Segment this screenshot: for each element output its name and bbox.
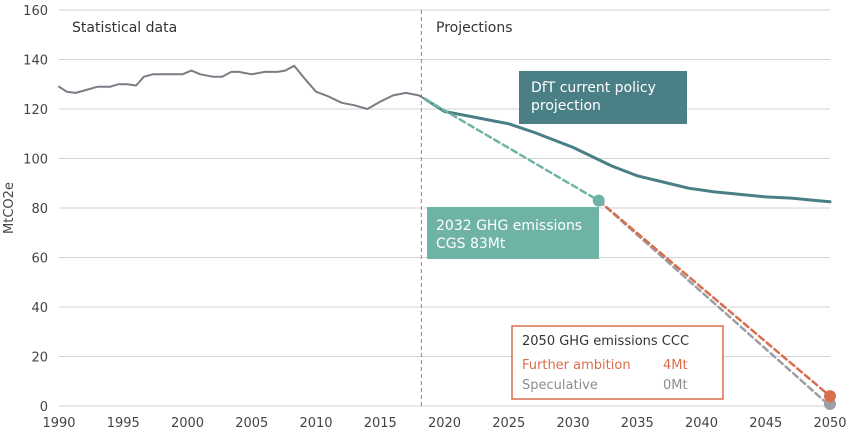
x-tick-label-1990: 1990 — [42, 416, 75, 431]
x-tick-label-2020: 2020 — [428, 416, 461, 431]
series-line-speculative — [597, 199, 832, 408]
y-tick-label-0: 0 — [40, 400, 48, 415]
x-tick-label-2005: 2005 — [235, 416, 268, 431]
x-tick-label-2025: 2025 — [492, 416, 525, 431]
section-label-projections: Projections — [436, 20, 513, 36]
x-tick-label-2015: 2015 — [364, 416, 397, 431]
x-tick-label-2000: 2000 — [171, 416, 204, 431]
marker-further-2050 — [824, 390, 836, 403]
ccc-row-further-value: 4Mt — [663, 358, 688, 373]
y-tick-label-140: 140 — [23, 54, 48, 69]
dft-projection-label-box: DfT current policy projection — [519, 71, 687, 124]
x-tick-label-2035: 2035 — [621, 416, 654, 431]
ccc-row-speculative-value: 0Mt — [663, 378, 688, 393]
y-tick-label-60: 60 — [31, 252, 48, 267]
x-tick-label-2030: 2030 — [556, 416, 589, 431]
cgs-box-line-2: CGS 83Mt — [436, 236, 506, 252]
y-tick-label-20: 20 — [31, 351, 48, 366]
cgs-box-line-1: 2032 GHG emissions — [436, 218, 582, 234]
x-tick-label-1995: 1995 — [107, 416, 140, 431]
ccc-box-title: 2050 GHG emissions CCC — [522, 334, 689, 349]
ccc-row-speculative-label: Speculative — [522, 378, 598, 393]
dft-box-line-1: DfT current policy — [531, 80, 656, 96]
dft-box-line-2: projection — [531, 98, 601, 114]
ccc-row-further-label: Further ambition — [522, 358, 631, 373]
y-axis-ticks: 0 20 40 60 80 100 120 140 160 — [23, 4, 48, 415]
series-line-further — [597, 199, 832, 398]
ccc-box-border — [511, 325, 724, 400]
cgs-box-background — [427, 207, 599, 259]
x-tick-label-2045: 2045 — [749, 416, 782, 431]
series-line-dft — [423, 97, 832, 204]
y-tick-label-40: 40 — [31, 301, 48, 316]
x-tick-label-2050: 2050 — [813, 416, 846, 431]
series-line-cgs — [423, 97, 600, 202]
series-markers — [592, 194, 836, 410]
y-tick-label-120: 120 — [23, 103, 48, 118]
y-axis-label: MtCO2e — [2, 182, 17, 234]
series-lines — [58, 64, 832, 408]
x-axis-ticks: 1990 1995 2000 2005 2010 2015 2020 2025 2030 2035… — [42, 416, 846, 431]
y-tick-label-100: 100 — [23, 153, 48, 168]
y-tick-label-80: 80 — [31, 202, 48, 217]
y-tick-label-160: 160 — [23, 4, 48, 19]
section-label-statistical: Statistical data — [72, 20, 177, 36]
x-tick-label-2010: 2010 — [299, 416, 332, 431]
cgs-label-box: 2032 GHG emissions CGS 83Mt — [427, 207, 599, 259]
dft-box-background — [519, 71, 687, 124]
marker-cgs-2032 — [592, 194, 605, 207]
x-tick-label-2040: 2040 — [685, 416, 718, 431]
series-line-historical — [58, 64, 427, 110]
ccc-label-box: 2050 GHG emissions CCC Further ambition … — [511, 325, 724, 400]
